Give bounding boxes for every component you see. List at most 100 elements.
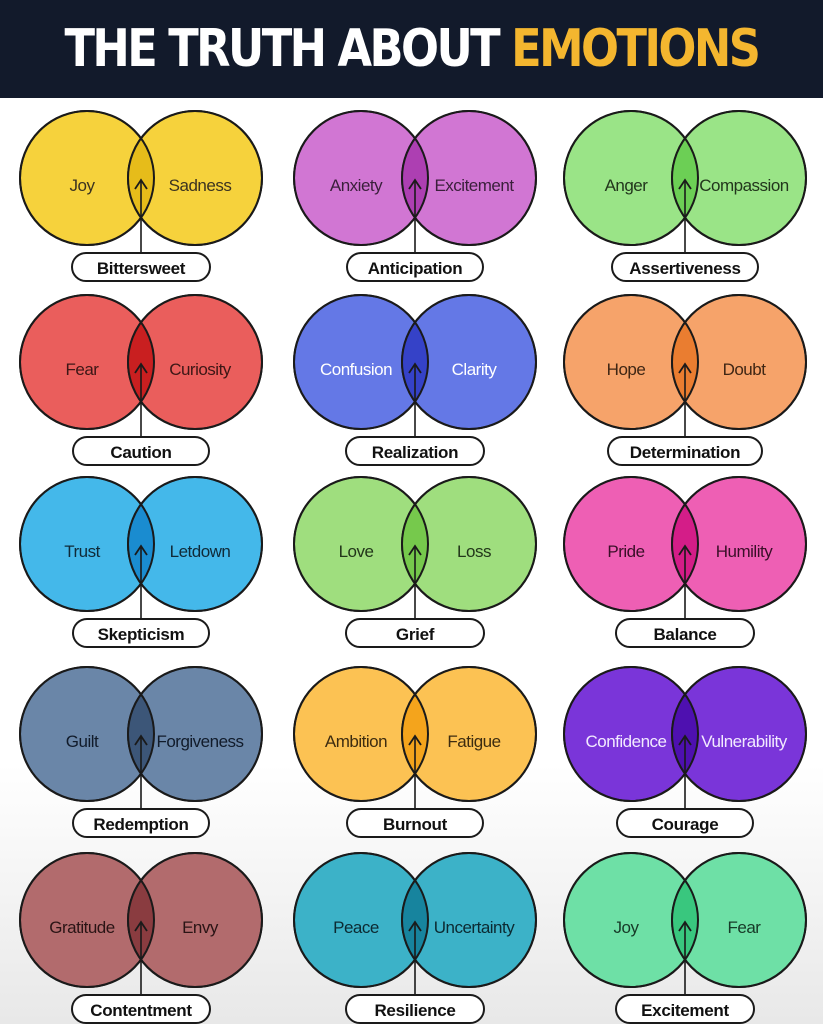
emotion-venn-grid: Joy Sadness Bittersweet Anxiety Excitement An… — [0, 98, 823, 1024]
venn-diagram — [563, 110, 807, 263]
right-emotion-label: Humility — [715, 542, 773, 561]
left-emotion-label: Ambition — [324, 732, 388, 751]
circle-outline — [127, 852, 263, 988]
header-banner: THE TRUTH ABOUT EMOTIONS — [0, 0, 823, 98]
venn-diagram — [293, 110, 537, 263]
venn-card-contentment: Gratitude Envy Contentment — [5, 850, 279, 1035]
arrow-up-icon — [134, 544, 148, 556]
arrow-up-icon — [408, 362, 422, 374]
venn-diagram — [19, 666, 263, 819]
left-emotion-label: Anxiety — [329, 176, 383, 195]
venn-diagram — [19, 476, 263, 629]
circle-outline — [401, 110, 537, 246]
arrow-up-icon — [678, 178, 692, 190]
circle-outline — [127, 476, 263, 612]
right-emotion-label: Compassion — [699, 176, 789, 195]
result-pill: Assertiveness — [611, 252, 759, 282]
venn-card-assertiveness: Anger Compassion Assertiveness — [549, 108, 823, 293]
circle-outline — [563, 294, 699, 430]
circle-outline — [671, 476, 807, 612]
result-pill: Grief — [345, 618, 485, 648]
result-pill: Skepticism — [72, 618, 210, 648]
left-emotion-label: Trust — [64, 542, 100, 561]
venn-diagram — [563, 294, 807, 447]
left-emotion-label: Peace — [333, 918, 379, 937]
arrow-up-icon — [678, 734, 692, 746]
circle-outline — [293, 852, 429, 988]
page-title: THE TRUTH ABOUT EMOTIONS — [65, 19, 761, 79]
circle-outline — [671, 294, 807, 430]
right-emotion-label: Doubt — [722, 360, 766, 379]
left-emotion-label: Confidence — [585, 732, 667, 751]
circle-outline — [127, 294, 263, 430]
venn-card-redemption: Guilt Forgiveness Redemption — [5, 664, 279, 849]
left-emotion-label: Joy — [69, 176, 95, 195]
right-emotion-label: Vulnerability — [701, 732, 787, 751]
result-pill: Redemption — [72, 808, 210, 838]
circle-outline — [671, 666, 807, 802]
circle-outline — [401, 666, 537, 802]
circle-outline — [127, 666, 263, 802]
arrow-up-icon — [678, 544, 692, 556]
result-pill: Balance — [615, 618, 755, 648]
arrow-up-icon — [134, 178, 148, 190]
venn-diagram — [563, 476, 807, 629]
venn-card-resilience: Peace Uncertainty Resilience — [279, 850, 553, 1035]
title-part-2: EMOTIONS — [511, 19, 761, 79]
right-emotion-label: Curiosity — [169, 360, 231, 379]
circle-outline — [563, 852, 699, 988]
result-pill: Bittersweet — [71, 252, 211, 282]
venn-card-realization: Confusion Clarity Realization — [279, 292, 553, 477]
venn-diagram — [563, 852, 807, 1005]
venn-card-excitement: Joy Fear Excitement — [549, 850, 823, 1035]
circle-outline — [293, 294, 429, 430]
circle-outline — [563, 666, 699, 802]
result-pill: Courage — [616, 808, 754, 838]
result-pill: Determination — [607, 436, 763, 466]
venn-card-anticipation: Anxiety Excitement Anticipation — [279, 108, 553, 293]
result-pill: Contentment — [71, 994, 211, 1024]
right-emotion-label: Envy — [182, 918, 218, 937]
circle-outline — [563, 110, 699, 246]
circle-outline — [293, 666, 429, 802]
result-pill: Burnout — [346, 808, 484, 838]
left-emotion-label: Hope — [606, 360, 646, 379]
arrow-up-icon — [134, 920, 148, 932]
venn-card-determination: Hope Doubt Determination — [549, 292, 823, 477]
left-emotion-label: Gratitude — [49, 918, 115, 937]
venn-card-skepticism: Trust Letdown Skepticism — [5, 474, 279, 659]
left-emotion-label: Love — [338, 542, 374, 561]
result-pill: Excitement — [615, 994, 755, 1024]
venn-diagram — [293, 666, 537, 819]
venn-card-bittersweet: Joy Sadness Bittersweet — [5, 108, 279, 293]
circle-outline — [293, 110, 429, 246]
venn-diagram — [293, 852, 537, 1005]
venn-diagram — [19, 852, 263, 1005]
right-emotion-label: Fear — [727, 918, 761, 937]
venn-diagram — [19, 110, 263, 263]
right-emotion-label: Excitement — [434, 176, 514, 195]
circle-outline — [293, 476, 429, 612]
arrow-up-icon — [134, 734, 148, 746]
circle-outline — [671, 852, 807, 988]
right-emotion-label: Loss — [457, 542, 491, 561]
circle-outline — [401, 852, 537, 988]
circle-outline — [563, 476, 699, 612]
arrow-up-icon — [678, 920, 692, 932]
right-emotion-label: Sadness — [168, 176, 232, 195]
venn-card-courage: Confidence Vulnerability Courage — [549, 664, 823, 849]
circle-outline — [19, 852, 155, 988]
venn-card-caution: Fear Curiosity Caution — [5, 292, 279, 477]
arrow-up-icon — [408, 734, 422, 746]
arrow-up-icon — [134, 362, 148, 374]
arrow-up-icon — [408, 178, 422, 190]
result-pill: Anticipation — [346, 252, 484, 282]
circle-outline — [401, 476, 537, 612]
venn-card-grief: Love Loss Grief — [279, 474, 553, 659]
result-pill: Resilience — [345, 994, 485, 1024]
venn-card-balance: Pride Humility Balance — [549, 474, 823, 659]
right-emotion-label: Fatigue — [447, 732, 501, 751]
arrow-up-icon — [408, 920, 422, 932]
circle-outline — [19, 294, 155, 430]
left-emotion-label: Pride — [607, 542, 645, 561]
